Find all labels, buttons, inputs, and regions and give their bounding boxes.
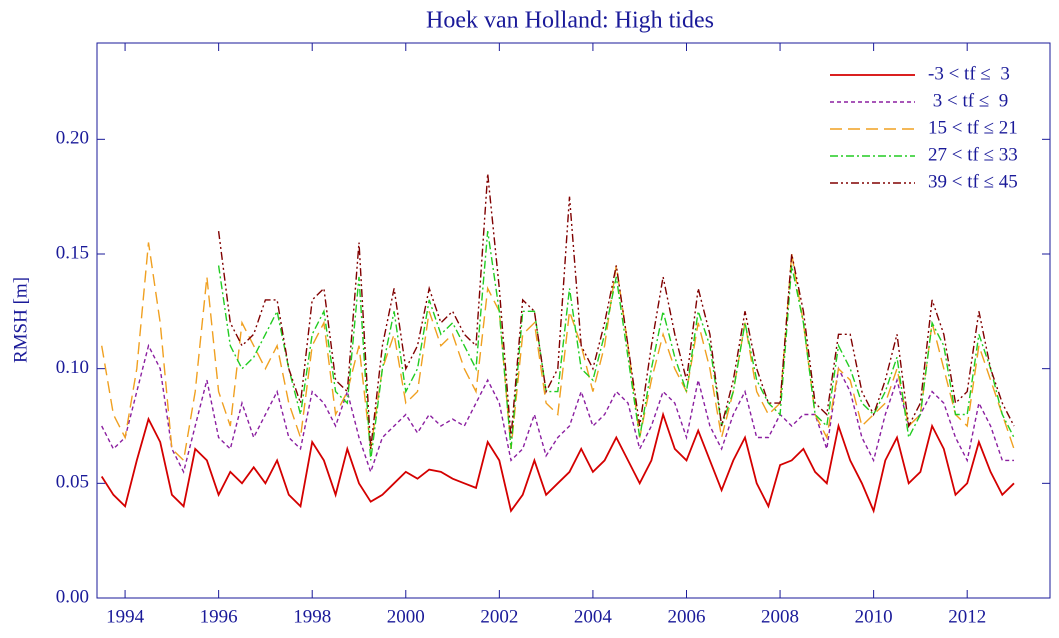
- legend-label: 15 < tf ≤ 21: [928, 117, 1018, 138]
- x-tick-label: 1994: [106, 606, 145, 627]
- x-tick-label: 2002: [480, 606, 518, 627]
- x-tick-label: 1998: [293, 606, 331, 627]
- y-tick-label: 0.20: [56, 128, 89, 149]
- x-tick-label: 2012: [948, 606, 986, 627]
- x-tick-label: 2006: [667, 606, 705, 627]
- y-tick-label: 0.05: [56, 472, 89, 493]
- x-tick-label: 1996: [200, 606, 238, 627]
- plot-frame: [96, 42, 1051, 599]
- x-tick-label: 2004: [574, 606, 613, 627]
- chart-title: Hoek van Holland: High tides: [426, 8, 714, 34]
- y-tick-label: 0.15: [56, 242, 89, 263]
- series-line: [101, 242, 1015, 462]
- legend-label: 27 < tf ≤ 33: [928, 144, 1018, 165]
- legend-label: 39 < tf ≤ 45: [928, 171, 1018, 192]
- series-line: [217, 173, 1015, 449]
- series-line: [101, 343, 1014, 475]
- legend-label: -3 < tf ≤ 3: [928, 63, 1010, 84]
- series-line: [217, 230, 1015, 461]
- y-axis-label: RMSH [m]: [10, 277, 31, 363]
- legend-label: 3 < tf ≤ 9: [928, 90, 1008, 111]
- x-tick-label: 2000: [387, 606, 425, 627]
- y-tick-label: 0.00: [56, 586, 89, 607]
- x-tick-label: 2010: [855, 606, 893, 627]
- y-tick-label: 0.10: [56, 357, 89, 378]
- series-line: [100, 411, 1015, 514]
- x-tick-label: 2008: [761, 606, 799, 627]
